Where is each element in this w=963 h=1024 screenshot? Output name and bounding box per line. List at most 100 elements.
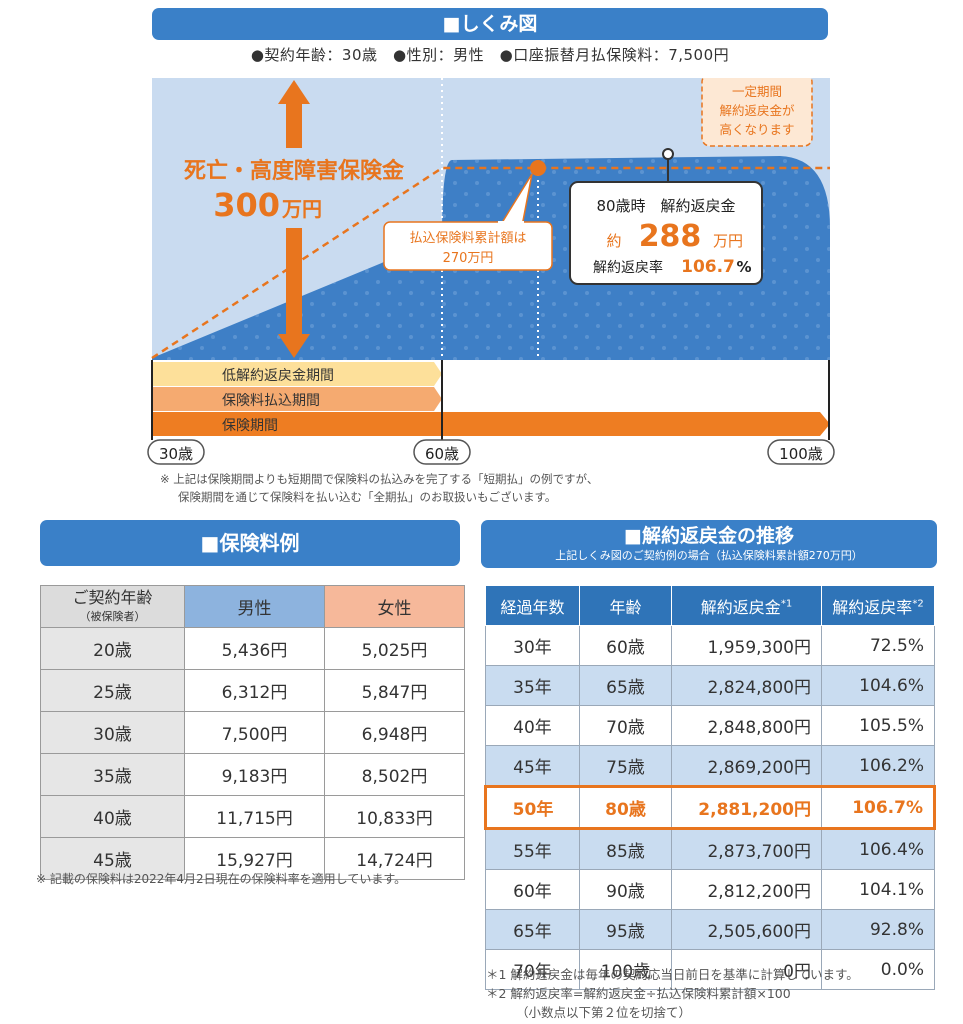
premium-cell-male: 5,436円 xyxy=(184,627,325,670)
refund-cell-age: 90歳 xyxy=(579,869,672,910)
table-row: 40年 70歳 2,848,800円 105.5% xyxy=(485,705,935,746)
refund-cell-refund: 2,869,200円 xyxy=(671,745,822,787)
increase-note-callout xyxy=(701,78,813,147)
refund-cell-age: 75歳 xyxy=(579,745,672,787)
refund-header-label: 解約返戻率 xyxy=(832,597,913,617)
contract-conditions: ●契約年齢：30歳 ●性別：男性 ●口座振替月払保険料：7,500円 xyxy=(250,46,730,64)
refund-header-3: 解約返戻率*2 xyxy=(821,585,935,626)
premium-total-text-2: 270万円 xyxy=(443,251,494,266)
refund-header-label: 経過年数 xyxy=(500,597,565,617)
refund-80-callout xyxy=(569,181,763,285)
refund-cell-rate: 104.6% xyxy=(821,665,935,706)
diagram-note-1: ※ 上記は保険期間よりも短期間で保険料の払込みを完了する「短期払」の例ですが、 xyxy=(160,472,599,486)
refund-rate-value: 106.7 xyxy=(681,257,735,277)
table-row: 40歳 11,715円 10,833円 xyxy=(40,795,465,838)
refund-cell-refund: 2,505,600円 xyxy=(671,909,822,950)
refund-cell-age: 60歳 xyxy=(579,625,672,666)
refund-cell-age: 85歳 xyxy=(579,828,672,870)
refund-cell-refund: 0円 xyxy=(671,949,822,990)
refund-cell-years: 65年 xyxy=(485,909,580,950)
refund-cell-refund: 1,959,300円 xyxy=(671,625,822,666)
refund-cell-years: 50年 xyxy=(484,785,580,830)
premium-cell-male: 15,927円 xyxy=(184,837,325,880)
header-female: 女性 xyxy=(324,585,465,628)
diagram-title: ■しくみ図 xyxy=(442,13,538,35)
refund-cell-years: 55年 xyxy=(485,828,580,870)
age-60-label: 60歳 xyxy=(425,445,459,463)
refund-cell-refund: 2,881,200円 xyxy=(671,785,822,830)
premium-cell-male: 11,715円 xyxy=(184,795,325,838)
refund-cell-age: 65歳 xyxy=(579,665,672,706)
refund-amount: 288 xyxy=(639,219,702,254)
refund-cell-years: 60年 xyxy=(485,869,580,910)
table-row: 25歳 6,312円 5,847円 xyxy=(40,669,465,712)
refund-unit: 万円 xyxy=(713,232,743,250)
refund-cell-age: 80歳 xyxy=(579,785,672,830)
refund-cell-rate: 72.5% xyxy=(821,625,935,666)
table-row: 35歳 9,183円 8,502円 xyxy=(40,753,465,796)
table-row: 55年 85歳 2,873,700円 106.4% xyxy=(485,828,935,870)
arrow-down-icon xyxy=(278,228,310,358)
refund-header-mark: *2 xyxy=(912,598,924,610)
premium-cell-age: 30歳 xyxy=(40,711,185,754)
refund-cell-refund: 2,873,700円 xyxy=(671,828,822,870)
refund-point xyxy=(662,148,674,160)
refund-cell-age: 95歳 xyxy=(579,909,672,950)
table-row: 60年 90歳 2,812,200円 104.1% xyxy=(485,869,935,910)
refund-cell-rate: 92.8% xyxy=(821,909,935,950)
premium-cell-age: 35歳 xyxy=(40,753,185,796)
table-row: 45年 75歳 2,869,200円 106.2% xyxy=(485,745,935,787)
age-100-label: 100歳 xyxy=(779,445,823,463)
increase-note-1: 一定期間 xyxy=(732,84,782,99)
header-age: ご契約年齢 （被保険者） xyxy=(40,585,185,628)
premium-cell-age: 40歳 xyxy=(40,795,185,838)
refund-rate-label: 解約返戻率 xyxy=(593,259,663,276)
death-benefit-unit: 万円 xyxy=(281,197,322,221)
death-benefit-label: 死亡・高度障害保険金 xyxy=(184,158,405,184)
increase-note-3: 高くなります xyxy=(719,122,794,137)
premium-cell-age: 25歳 xyxy=(40,669,185,712)
premium-total-callout xyxy=(383,221,553,271)
refund-header-label: 年齢 xyxy=(609,597,642,617)
premium-cell-male: 9,183円 xyxy=(184,753,325,796)
refund-cell-years: 40年 xyxy=(485,705,580,746)
table-row-highlight: 50年 80歳 2,881,200円 106.7% xyxy=(484,785,936,830)
band-low-refund xyxy=(152,362,442,386)
refund-transition-title-bar: ■解約返戻金の推移 上記しくみ図のご契約例の場合（払込保険料累計額270万円） xyxy=(481,520,937,568)
premium-total-text-1: 払込保険料累計額は xyxy=(409,230,526,246)
premium-cell-female: 10,833円 xyxy=(324,795,465,838)
table-row: 45歳 15,927円 14,724円 xyxy=(40,837,465,880)
table-row: 65年 95歳 2,505,600円 92.8% xyxy=(485,909,935,950)
refund-note-1: ＊1 解約返戻金は毎年の契約応当日前日を基準に計算しています。 xyxy=(486,967,859,982)
table-row: 30年 60歳 1,959,300円 72.5% xyxy=(485,625,935,666)
refund-cell-refund: 2,848,800円 xyxy=(671,705,822,746)
refund-header-mark: *1 xyxy=(780,598,793,610)
premium-total-line xyxy=(151,166,830,360)
refund-header-1: 年齢 xyxy=(579,585,672,626)
refund-note-2: ＊2 解約返戻率=解約返戻金÷払込保険料累計額×100 xyxy=(486,986,791,1001)
header-age-sub: （被保険者） xyxy=(79,609,146,623)
premium-example-title: ■保険料例 xyxy=(200,531,300,555)
table-row: 30歳 7,500円 6,948円 xyxy=(40,711,465,754)
refund-note-3: （小数点以下第２位を切捨て） xyxy=(516,1005,692,1020)
refund-80-title: 80歳時 解約返戻金 xyxy=(596,197,735,215)
band-coverage xyxy=(152,412,830,436)
refund-cell-years: 35年 xyxy=(485,665,580,706)
refund-header-0: 経過年数 xyxy=(485,585,580,626)
mechanism-diagram: 死亡・高度障害保険金 300 万円 払込保険料累計額は 270万円 一定期間 解… xyxy=(147,78,835,465)
refund-cell-rate: 106.7% xyxy=(821,785,936,830)
header-male: 男性 xyxy=(184,585,325,628)
arrow-up-icon xyxy=(278,80,310,148)
refund-prefix: 約 xyxy=(606,232,621,250)
premium-cell-female: 5,025円 xyxy=(324,627,465,670)
premium-cell-female: 14,724円 xyxy=(324,837,465,880)
premium-table: ご契約年齢 （被保険者） 男性 女性 20歳 5,436円 5,025円 25歳 6,3… xyxy=(40,585,465,880)
premium-example-title-bar: ■保険料例 xyxy=(40,520,460,566)
premium-total-point xyxy=(530,160,546,176)
table-row: 70年 100歳 0円 0.0% xyxy=(485,949,935,990)
refund-rate-unit: % xyxy=(736,258,751,276)
refund-header-2: 解約返戻金*1 xyxy=(671,585,822,626)
band-coverage-label: 保険期間 xyxy=(222,418,278,434)
premium-cell-age: 20歳 xyxy=(40,627,185,670)
premium-cell-female: 5,847円 xyxy=(324,669,465,712)
